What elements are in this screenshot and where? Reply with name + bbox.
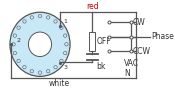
Ellipse shape xyxy=(65,43,68,46)
Text: white: white xyxy=(49,79,70,88)
Ellipse shape xyxy=(38,14,42,18)
Text: 2: 2 xyxy=(17,38,21,43)
Text: N: N xyxy=(124,69,130,78)
Ellipse shape xyxy=(64,34,67,37)
Ellipse shape xyxy=(17,59,20,63)
Ellipse shape xyxy=(17,26,20,29)
Text: CW: CW xyxy=(132,18,145,27)
Ellipse shape xyxy=(60,59,63,63)
Ellipse shape xyxy=(13,51,17,55)
Text: Phase: Phase xyxy=(151,32,174,41)
Ellipse shape xyxy=(54,20,57,23)
Ellipse shape xyxy=(54,65,57,69)
Text: red: red xyxy=(86,2,99,11)
Ellipse shape xyxy=(47,69,50,73)
Ellipse shape xyxy=(10,12,70,76)
Text: bk: bk xyxy=(96,62,106,71)
Text: VAC: VAC xyxy=(124,59,139,68)
Ellipse shape xyxy=(47,16,50,19)
Ellipse shape xyxy=(28,32,52,57)
Text: 1: 1 xyxy=(63,19,67,24)
Text: OFF: OFF xyxy=(96,37,111,46)
Ellipse shape xyxy=(30,69,34,73)
Text: CCW: CCW xyxy=(132,47,150,56)
Ellipse shape xyxy=(23,65,26,69)
Bar xyxy=(89,32,96,51)
Ellipse shape xyxy=(12,43,15,46)
Text: 3: 3 xyxy=(63,65,67,70)
Ellipse shape xyxy=(30,16,34,19)
Ellipse shape xyxy=(64,51,67,55)
Ellipse shape xyxy=(38,71,42,74)
Ellipse shape xyxy=(13,34,17,37)
Ellipse shape xyxy=(23,20,26,23)
Ellipse shape xyxy=(60,26,63,29)
